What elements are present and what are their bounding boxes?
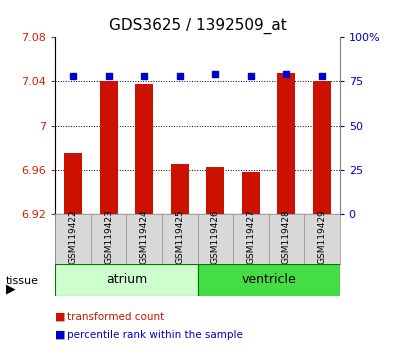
Bar xyxy=(277,73,295,214)
Text: GSM119425: GSM119425 xyxy=(175,209,184,264)
Title: GDS3625 / 1392509_at: GDS3625 / 1392509_at xyxy=(109,18,286,34)
Bar xyxy=(242,172,260,214)
Text: GSM119429: GSM119429 xyxy=(318,209,326,264)
Bar xyxy=(198,264,340,296)
Text: ▶: ▶ xyxy=(6,282,15,295)
Text: atrium: atrium xyxy=(106,273,147,286)
Text: transformed count: transformed count xyxy=(67,312,164,322)
Bar xyxy=(100,81,118,214)
Bar xyxy=(64,153,82,214)
Bar xyxy=(206,167,224,214)
Text: GSM119428: GSM119428 xyxy=(282,209,291,264)
Text: GSM119423: GSM119423 xyxy=(104,209,113,264)
Text: ventricle: ventricle xyxy=(241,273,296,286)
Text: ■: ■ xyxy=(55,312,66,322)
Text: GSM119427: GSM119427 xyxy=(246,209,255,264)
Bar xyxy=(135,84,153,214)
Text: GSM119422: GSM119422 xyxy=(69,209,77,264)
Text: ■: ■ xyxy=(55,330,66,339)
Text: percentile rank within the sample: percentile rank within the sample xyxy=(67,330,243,339)
Bar xyxy=(171,164,189,214)
Text: tissue: tissue xyxy=(6,276,39,286)
Bar xyxy=(313,81,331,214)
Text: GSM119426: GSM119426 xyxy=(211,209,220,264)
Bar xyxy=(55,264,198,296)
Text: GSM119424: GSM119424 xyxy=(140,209,149,264)
